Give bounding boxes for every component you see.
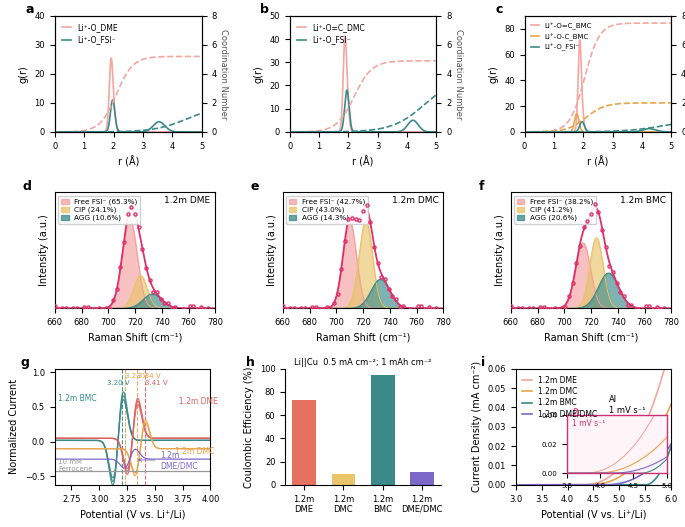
Bar [371,375,395,485]
1.2m BMC [670,435,678,441]
Y-axis label: Coordination Number: Coordination Number [453,28,462,119]
1.2m BMC [552,482,560,488]
1.2m DME [617,463,625,469]
1.2m DME/DMC [583,482,591,488]
Text: 1.2m BMC: 1.2m BMC [58,394,97,403]
Text: 3.34 V: 3.34 V [138,373,160,379]
1.2m DME [540,482,548,488]
1.2m DMC [512,482,520,488]
Text: 10 mM
Ferrocene: 10 mM Ferrocene [58,459,92,472]
1.2m DME/DMC [540,482,548,488]
1.2m BMC [617,482,625,488]
1.2m DMC [617,473,625,479]
Line: 1.2m DME/DMC: 1.2m DME/DMC [516,440,674,485]
1.2m DME/DMC [552,482,560,488]
1.2m DMC [552,482,560,488]
1.2m BMC [540,482,548,488]
Legend: Li⁺-O=C_BMC, Li⁺-O-C_BMC, Li⁺-O_FSI⁻: Li⁺-O=C_BMC, Li⁺-O-C_BMC, Li⁺-O_FSI⁻ [528,19,595,54]
Text: 1.2m DME: 1.2m DME [179,396,219,405]
1.2m DMC [605,479,613,485]
Legend: Free FSI⁻ (38.2%), CIP (41.2%), AGG (20.6%): Free FSI⁻ (38.2%), CIP (41.2%), AGG (20.… [514,196,597,224]
1.2m BMC [512,482,520,488]
Line: 1.2m BMC: 1.2m BMC [516,438,674,485]
Y-axis label: Coulombic Efficiency (%): Coulombic Efficiency (%) [244,366,254,487]
Y-axis label: Coordination Number: Coordination Number [219,28,228,119]
Text: e: e [251,180,259,193]
Bar [410,472,434,485]
1.2m DME/DMC [670,437,678,443]
Legend: Li⁺-O=C_DMC, Li⁺-O_FSI⁻: Li⁺-O=C_DMC, Li⁺-O_FSI⁻ [293,19,368,47]
Y-axis label: Intensity (a.u.): Intensity (a.u.) [267,214,277,286]
Legend: Free FSI⁻ (65.3%), CIP (24.1%), AGG (10.6%): Free FSI⁻ (65.3%), CIP (24.1%), AGG (10.… [58,196,140,224]
X-axis label: Raman Shift (cm⁻¹): Raman Shift (cm⁻¹) [544,333,638,343]
1.2m DMC [631,462,639,468]
Bar [332,474,356,485]
X-axis label: r (Å): r (Å) [118,156,139,168]
Text: b: b [260,4,269,16]
Text: 1.2m DMC: 1.2m DMC [392,196,438,205]
Text: g: g [21,356,29,369]
Text: 3.41 V: 3.41 V [145,380,168,386]
Text: 1.2m DME: 1.2m DME [164,196,210,205]
Y-axis label: g(r): g(r) [19,65,29,83]
1.2m DME [631,443,639,449]
Text: Al
1 mV s⁻¹: Al 1 mV s⁻¹ [609,395,645,415]
Legend: Li⁺-O_DME, Li⁺-O_FSI⁻: Li⁺-O_DME, Li⁺-O_FSI⁻ [59,19,121,47]
1.2m BMC [605,482,613,488]
Y-axis label: Intensity (a.u.): Intensity (a.u.) [495,214,506,286]
1.2m DME [583,482,591,488]
Bar [292,400,316,485]
Line: 1.2m DMC: 1.2m DMC [516,397,674,485]
Text: 1.2m
DME/DMC: 1.2m DME/DMC [138,451,198,470]
1.2m DME/DMC [631,475,639,482]
X-axis label: Potential (V vs. Li⁺/Li): Potential (V vs. Li⁺/Li) [80,509,186,519]
Text: i: i [482,356,486,369]
X-axis label: r (Å): r (Å) [587,156,608,168]
1.2m BMC [631,482,639,488]
Y-axis label: g(r): g(r) [253,65,264,83]
Text: 1.2m BMC: 1.2m BMC [621,196,667,205]
1.2m DME [663,356,671,362]
Text: d: d [23,180,32,193]
1.2m DMC [670,394,678,401]
Y-axis label: Normalized Current: Normalized Current [10,379,19,474]
Text: 3.20 V: 3.20 V [108,380,130,386]
1.2m DME [605,474,613,480]
Text: c: c [495,4,503,16]
Text: 3.23 V: 3.23 V [125,373,148,379]
Text: f: f [479,180,484,193]
1.2m DME [552,482,560,488]
Title: Li||Cu  0.5 mA cm⁻²; 1 mAh cm⁻²: Li||Cu 0.5 mA cm⁻²; 1 mAh cm⁻² [295,358,432,367]
1.2m DME/DMC [617,480,625,486]
Y-axis label: Intensity (a.u.): Intensity (a.u.) [39,214,49,286]
1.2m DME/DMC [512,482,520,488]
Text: a: a [25,4,34,16]
1.2m DME [670,356,678,362]
1.2m DME/DMC [605,482,613,488]
Y-axis label: g(r): g(r) [488,65,499,83]
Text: h: h [247,356,256,369]
Legend: Free FSI⁻ (42.7%), CIP (43.0%), AGG (14.3%): Free FSI⁻ (42.7%), CIP (43.0%), AGG (14.… [286,196,369,224]
X-axis label: Raman Shift (cm⁻¹): Raman Shift (cm⁻¹) [316,333,410,343]
Y-axis label: Current Density (mA cm⁻²): Current Density (mA cm⁻²) [472,361,482,492]
1.2m BMC [583,482,591,488]
X-axis label: r (Å): r (Å) [352,156,374,168]
1.2m DME [512,482,520,488]
1.2m DMC [583,482,591,488]
Legend: 1.2m DME, 1.2m DMC, 1.2m BMC, 1.2m DME/DMC: 1.2m DME, 1.2m DMC, 1.2m BMC, 1.2m DME/D… [519,373,600,422]
X-axis label: Raman Shift (cm⁻¹): Raman Shift (cm⁻¹) [88,333,182,343]
X-axis label: Potential (V vs. Li⁺/Li): Potential (V vs. Li⁺/Li) [540,509,646,519]
Text: 1.2m DMC: 1.2m DMC [175,447,214,456]
Line: 1.2m DME: 1.2m DME [516,359,674,485]
1.2m DMC [540,482,548,488]
